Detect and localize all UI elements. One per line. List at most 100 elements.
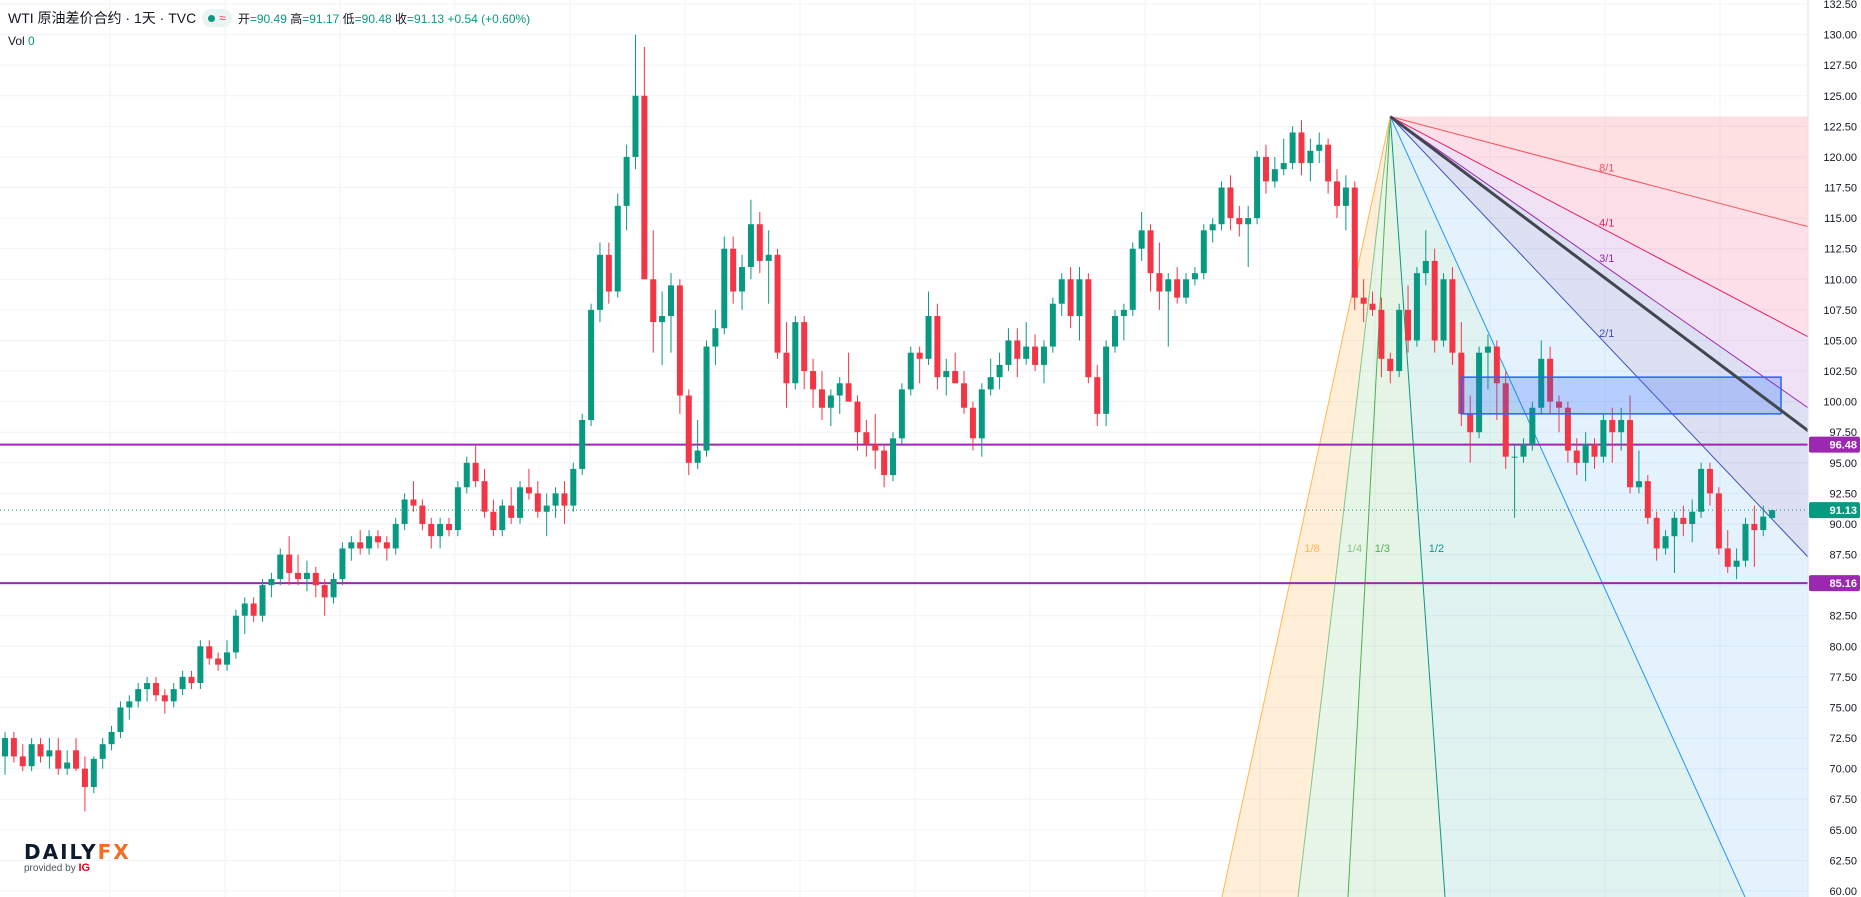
candle-body (339, 548, 346, 580)
candle-body (508, 505, 515, 518)
candle-body (1511, 456, 1518, 458)
candle-body (978, 389, 985, 439)
candle-body (827, 395, 834, 408)
candle-body (1529, 407, 1536, 445)
candle-body (73, 750, 80, 769)
ohlc-values: 开=90.49 高=91.17 低=90.48 收=91.13 +0.54 (+… (238, 10, 530, 27)
candle-body (312, 572, 319, 586)
candle-body (1706, 468, 1713, 494)
candle-body (179, 676, 186, 690)
candle-body (730, 248, 737, 292)
fan-label: 2/1 (1599, 328, 1614, 340)
candle-body (1049, 303, 1056, 347)
volume-label: Vol (8, 34, 25, 48)
fan-line (1297, 116, 1391, 897)
axis-tick-label: 127.50 (1823, 60, 1857, 72)
logo-subtitle: provided by IG (24, 862, 131, 874)
candle-body (1218, 187, 1225, 225)
dailyfx-logo: DAILYFX provided by IG (24, 840, 131, 874)
candle-body (1342, 187, 1349, 206)
axis-tick-label: 72.50 (1829, 733, 1857, 745)
candle-body (1662, 536, 1669, 549)
axis-tick-label: 70.00 (1829, 764, 1857, 776)
fan-line (1389, 116, 1446, 897)
candle-body (135, 689, 142, 702)
axis-tick-label: 75.00 (1829, 702, 1857, 714)
open-value: =90.49 (249, 11, 287, 26)
candle-body (1183, 279, 1190, 298)
price-axis-labels: 96.48 91.13 85.16 (1809, 436, 1860, 592)
candle-body (108, 731, 115, 745)
rectangle-drawing[interactable] (1460, 376, 1782, 415)
candle-body (1094, 377, 1101, 414)
candle-body (1067, 279, 1074, 316)
logo-brand-main: DAILY (24, 840, 98, 864)
candle-body (1760, 516, 1767, 531)
candle-body (552, 493, 559, 506)
candle-body (472, 462, 479, 482)
candle-body (1405, 309, 1412, 341)
candle-body (543, 505, 550, 512)
candle-body (1653, 517, 1660, 549)
candle-body (1556, 401, 1562, 408)
candle-body (1449, 279, 1456, 353)
candle-body (1396, 309, 1403, 372)
axis-tick-label: 132.50 (1823, 0, 1857, 11)
candle-body (774, 254, 781, 353)
candle-body (1147, 230, 1154, 274)
symbol-title[interactable]: WTI 原油差价合约 · 1天 · TVC (8, 10, 197, 26)
fan-label: 1/2 (1429, 543, 1444, 555)
candle-body (161, 695, 168, 702)
candle-body (206, 646, 213, 659)
trendline-drawing[interactable] (1389, 115, 1861, 598)
candle-body (1724, 548, 1731, 567)
candle-body (437, 523, 444, 537)
axis-tick-label: 92.50 (1829, 488, 1857, 500)
axis-tick-label: 82.50 (1829, 611, 1857, 623)
candle-body (1582, 444, 1589, 463)
candle-body (783, 352, 790, 384)
fan-label: 4/1 (1599, 218, 1614, 230)
candle-body (1689, 511, 1696, 524)
candle-body (596, 254, 603, 310)
fib-fan-drawing[interactable]: 8/1 4/1 3/1 2/1 1/2 1/3 1/4 1/8 (1221, 116, 1809, 897)
axis-tick-label: 77.50 (1829, 672, 1857, 684)
market-status-badge[interactable]: ≈ (202, 9, 232, 27)
change-value: +0.54 (+0.60%) (447, 11, 531, 26)
candle-body (1520, 444, 1527, 457)
logo-brand: DAILYFX (24, 840, 131, 864)
candle-body (969, 407, 976, 439)
axis-tick-label: 115.00 (1824, 213, 1857, 225)
candle-body (1715, 493, 1722, 549)
volume-legend: Vol 0 (8, 34, 35, 48)
candle-body (721, 248, 728, 329)
approx-icon: ≈ (219, 11, 226, 25)
close-value: =91.13 (407, 11, 445, 26)
candle-body (144, 683, 151, 690)
axis-tick-label: 102.50 (1823, 366, 1857, 378)
price-label: 96.48 (1829, 440, 1857, 452)
candle-body (10, 738, 17, 757)
candle-body (1103, 346, 1110, 414)
candle-body (1627, 419, 1634, 488)
candle-body (383, 542, 390, 549)
candle-body (64, 762, 71, 769)
candle-body (99, 744, 106, 759)
candle-body (863, 432, 870, 445)
fan-zone (1390, 116, 1808, 897)
candle-body (348, 542, 355, 549)
candle-body (845, 383, 852, 402)
candle-body (1289, 132, 1296, 164)
candle-body (765, 254, 772, 261)
axis-tick-label: 112.50 (1824, 244, 1857, 256)
candle-body (392, 523, 399, 549)
candle-body (1245, 218, 1252, 225)
candle-body (1023, 346, 1030, 359)
candle-body (525, 487, 532, 494)
candle-body (410, 499, 417, 506)
rectangle-box (1460, 376, 1782, 415)
candle-body (650, 279, 657, 323)
candle-body (1564, 407, 1571, 451)
candle-body (676, 285, 683, 396)
